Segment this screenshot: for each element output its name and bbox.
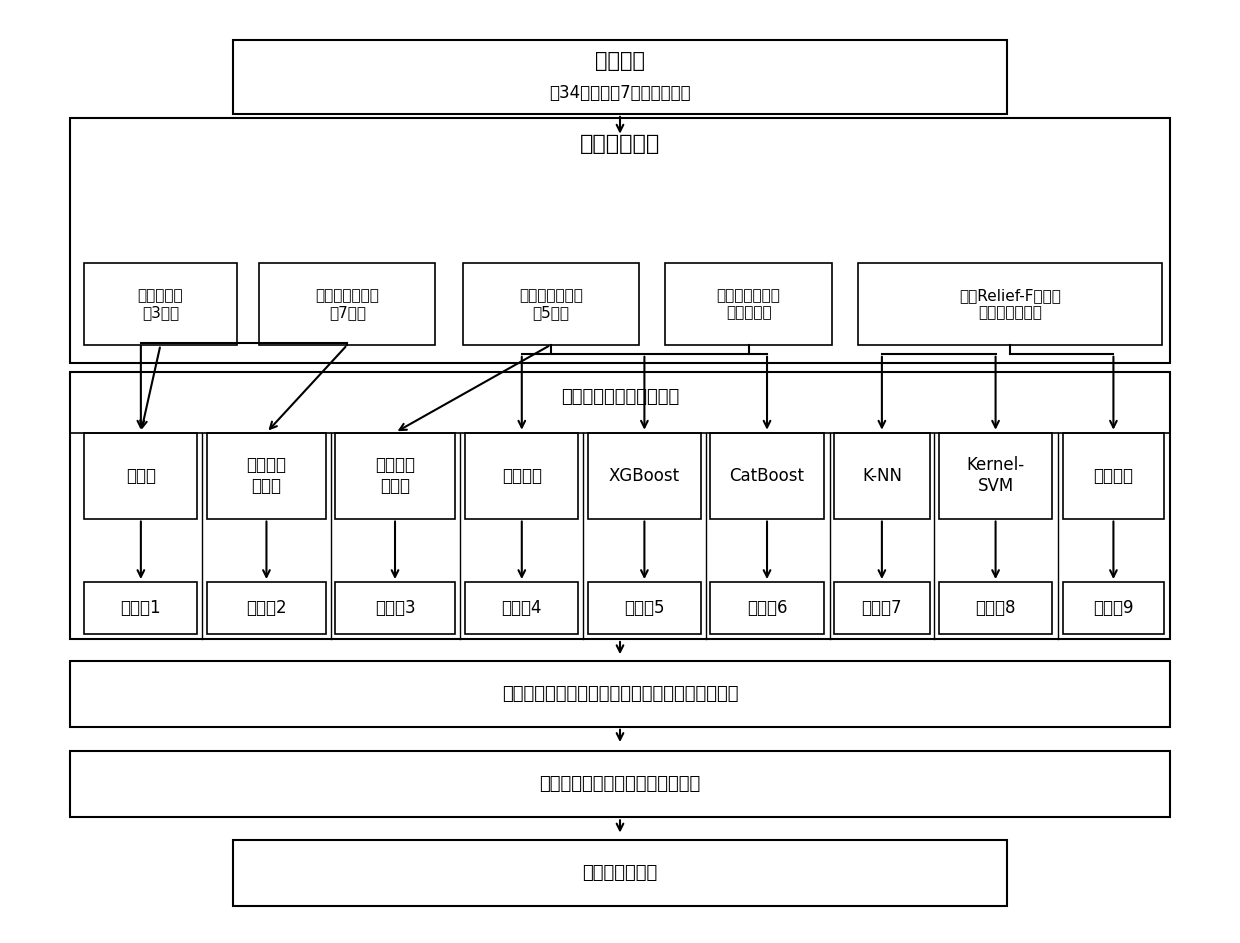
Bar <box>835 582 930 635</box>
Bar <box>711 582 823 635</box>
Bar <box>84 433 197 519</box>
Text: 改进大卫
三角形: 改进大卫 三角形 <box>247 456 286 495</box>
Bar <box>84 582 197 635</box>
Bar <box>588 582 701 635</box>
Text: 基模型6: 基模型6 <box>746 599 787 618</box>
Text: 智能集成算法基模型构建: 智能集成算法基模型构建 <box>560 389 680 406</box>
Text: 模型测试和验证: 模型测试和验证 <box>583 864 657 882</box>
Bar <box>465 433 578 519</box>
Bar <box>711 433 823 519</box>
Text: 基模型8: 基模型8 <box>976 599 1016 618</box>
Text: 三比值特征
（3个）: 三比值特征 （3个） <box>138 288 184 321</box>
Text: K-NN: K-NN <box>862 467 901 485</box>
Text: 智能集成算法模型变压器故障诊断: 智能集成算法模型变压器故障诊断 <box>539 775 701 793</box>
Bar <box>939 582 1052 635</box>
Bar <box>259 263 435 345</box>
Bar <box>465 582 578 635</box>
Bar <box>336 582 455 635</box>
Bar <box>939 433 1052 519</box>
Bar <box>1063 582 1164 635</box>
Text: 神经网络: 神经网络 <box>1094 467 1133 485</box>
Text: 基模型2: 基模型2 <box>246 599 286 618</box>
Bar <box>858 263 1162 345</box>
Text: 基模型9: 基模型9 <box>1094 599 1133 618</box>
Bar <box>233 840 1007 906</box>
Bar <box>207 433 326 519</box>
Text: 三比值: 三比值 <box>126 467 156 485</box>
Text: 基模型1: 基模型1 <box>120 599 161 618</box>
Bar <box>69 661 1171 727</box>
Bar <box>1063 433 1164 519</box>
Bar <box>665 263 832 345</box>
Text: 改进大卫
五边形: 改进大卫 五边形 <box>374 456 415 495</box>
Text: 基模型3: 基模型3 <box>374 599 415 618</box>
Text: 大卫三角形特征
（7个）: 大卫三角形特征 （7个） <box>315 288 379 321</box>
Bar <box>233 40 1007 114</box>
Text: 基模型4: 基模型4 <box>501 599 542 618</box>
Text: 大卫五边形特征
（5个）: 大卫五边形特征 （5个） <box>520 288 583 321</box>
Bar <box>588 433 701 519</box>
Text: 基模型7: 基模型7 <box>862 599 903 618</box>
Bar <box>69 752 1171 818</box>
Bar <box>207 582 326 635</box>
Bar <box>835 433 930 519</box>
Bar <box>463 263 639 345</box>
Text: 基于Relief-F相关统
计量的特征选择: 基于Relief-F相关统 计量的特征选择 <box>959 288 1060 321</box>
Text: （34个特征、7种故障模式）: （34个特征、7种故障模式） <box>549 84 691 102</box>
Bar <box>69 119 1171 363</box>
Text: Kernel-
SVM: Kernel- SVM <box>966 456 1024 495</box>
Text: 基模型5: 基模型5 <box>624 599 665 618</box>
Bar <box>84 263 237 345</box>
Text: 随机森林: 随机森林 <box>502 467 542 485</box>
Text: XGBoost: XGBoost <box>609 467 680 485</box>
Text: 特征优化选择: 特征优化选择 <box>580 134 660 154</box>
Text: 数据准备: 数据准备 <box>595 51 645 71</box>
Text: 不同故障模式下，筛选算法，计算各算法权重因子: 不同故障模式下，筛选算法，计算各算法权重因子 <box>502 685 738 703</box>
Text: CatBoost: CatBoost <box>729 467 805 485</box>
Text: 基于基尼不纯度
的特征选择: 基于基尼不纯度 的特征选择 <box>717 288 780 321</box>
Bar <box>69 372 1171 639</box>
Bar <box>336 433 455 519</box>
